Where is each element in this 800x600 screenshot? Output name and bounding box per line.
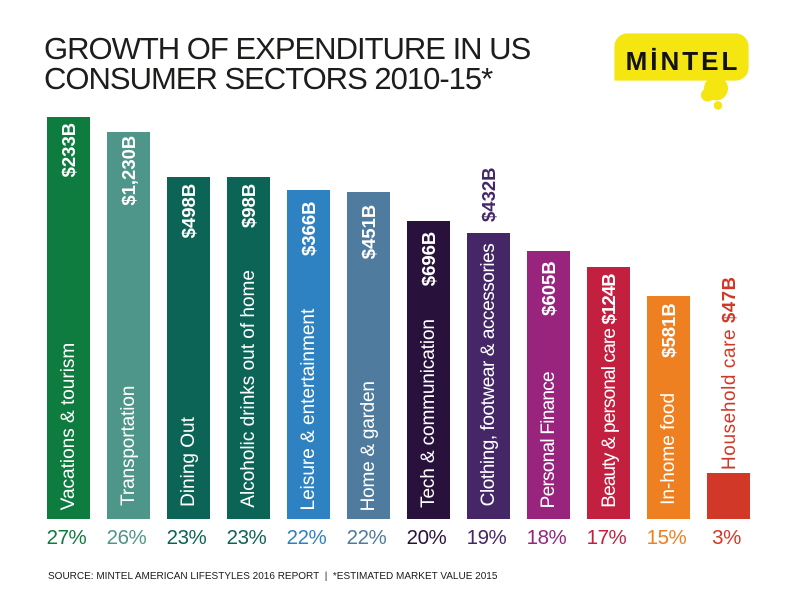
svg-text:MİNTEL: MİNTEL xyxy=(626,46,741,76)
